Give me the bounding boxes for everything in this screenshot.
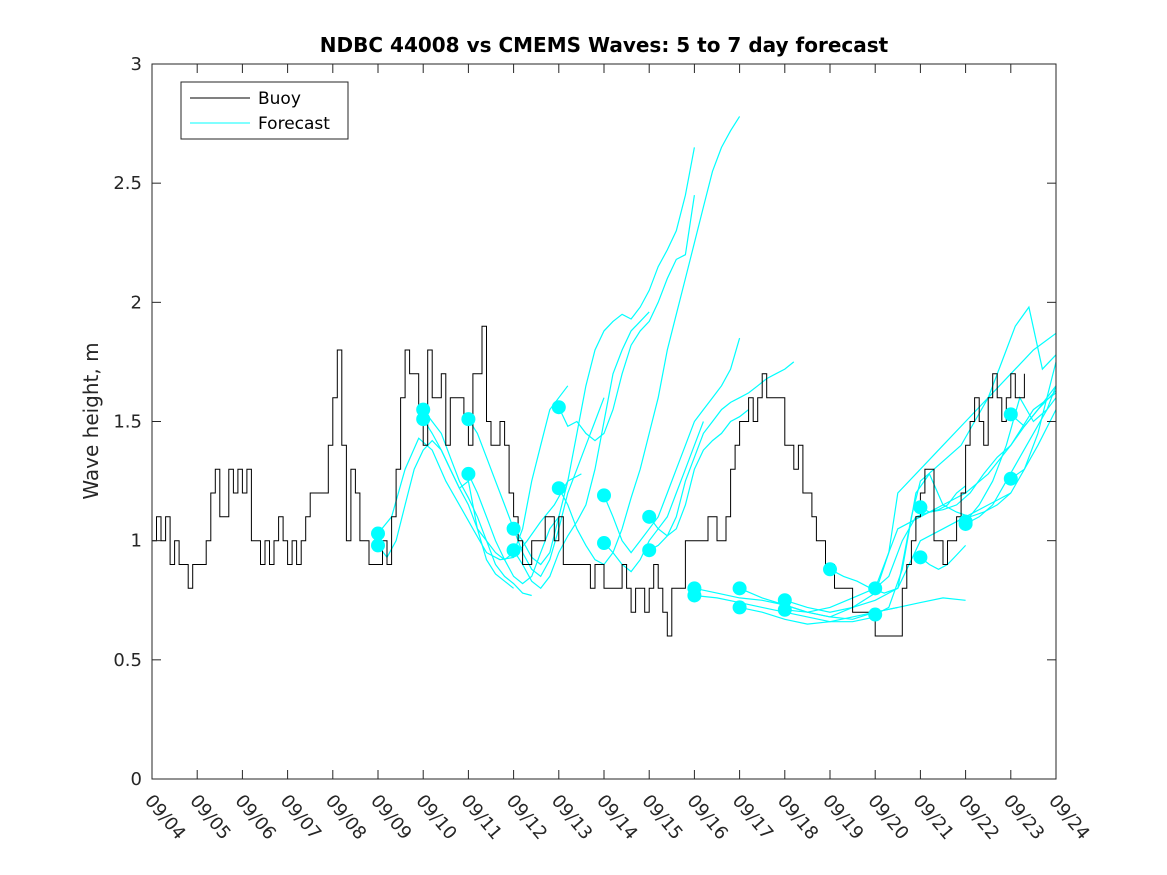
y-tick-label: 2 — [131, 292, 142, 313]
forecast-series-line — [467, 473, 560, 585]
forecast-series-line — [784, 332, 1057, 613]
forecast-series-line — [558, 195, 695, 442]
forecast-start-marker — [868, 581, 883, 596]
forecast-start-marker — [1003, 471, 1018, 486]
forecast-start-marker — [777, 602, 792, 617]
legend: Buoy Forecast — [180, 81, 349, 140]
legend-box — [180, 81, 349, 140]
forecast-series-line — [467, 397, 605, 578]
forecast-start-marker — [597, 536, 611, 551]
plot-area — [152, 64, 1057, 779]
forecast-start-marker — [461, 412, 476, 427]
forecast-start-marker — [506, 543, 521, 558]
y-axis-label: Wave height, m — [79, 342, 103, 499]
forecast-start-marker — [371, 538, 385, 553]
y-tick-label: 1 — [131, 531, 142, 552]
forecast-series-line — [377, 437, 582, 561]
forecast-series-line — [965, 396, 1057, 522]
forecast-series-line — [422, 385, 569, 561]
forecast-start-marker — [958, 516, 973, 531]
buoy-series-line — [152, 325, 1025, 637]
forecast-start-marker — [506, 521, 521, 536]
legend-buoy-label: Buoy — [258, 89, 301, 109]
legend-forecast-label: Forecast — [258, 114, 330, 134]
forecast-start-marker — [732, 581, 747, 596]
forecast-series-line — [648, 409, 749, 537]
y-tick-label: 2.5 — [113, 173, 142, 194]
forecast-start-marker — [551, 481, 566, 496]
forecast-start-marker — [461, 466, 476, 481]
forecast-series-line — [1010, 385, 1057, 428]
forecast-series-line — [603, 421, 704, 573]
forecast-series-line — [874, 390, 1057, 589]
forecast-start-marker — [597, 488, 611, 503]
forecast-series-line — [1010, 409, 1057, 480]
forecast-series-line — [513, 147, 695, 566]
y-tick-label: 1.5 — [113, 412, 142, 433]
forecast-start-marker — [551, 400, 566, 415]
forecast-series-line — [603, 337, 741, 554]
forecast-start-marker — [868, 607, 883, 622]
forecast-start-marker — [823, 562, 837, 577]
forecast-start-marker — [732, 600, 747, 615]
y-tick-label: 0 — [131, 769, 142, 790]
forecast-series-line — [422, 409, 532, 597]
forecast-start-marker — [913, 500, 928, 515]
forecast-series-line — [558, 116, 741, 566]
forecast-start-marker — [371, 526, 385, 541]
y-axis: 0 0.5 1 1.5 2 2.5 3 — [113, 54, 1056, 790]
forecast-markers — [371, 400, 1018, 622]
forecast-series-line — [965, 385, 1057, 525]
forecast-series-line — [513, 311, 650, 590]
forecast-series-line — [874, 361, 1057, 616]
y-tick-label: 3 — [131, 54, 142, 75]
chart-title: NDBC 44008 vs CMEMS Waves: 5 to 7 day fo… — [320, 33, 889, 57]
buoy-line-group — [152, 325, 1025, 637]
forecast-start-marker — [913, 550, 928, 565]
forecast-start-marker — [1003, 407, 1018, 422]
y-tick-label: 0.5 — [113, 650, 142, 671]
forecast-start-marker — [642, 543, 657, 558]
forecast-series-line — [920, 544, 967, 570]
forecast-series-line — [648, 361, 795, 551]
forecast-start-marker — [687, 588, 702, 603]
forecast-start-marker — [416, 412, 431, 427]
forecast-series-line — [920, 485, 966, 513]
forecast-start-marker — [642, 509, 657, 524]
